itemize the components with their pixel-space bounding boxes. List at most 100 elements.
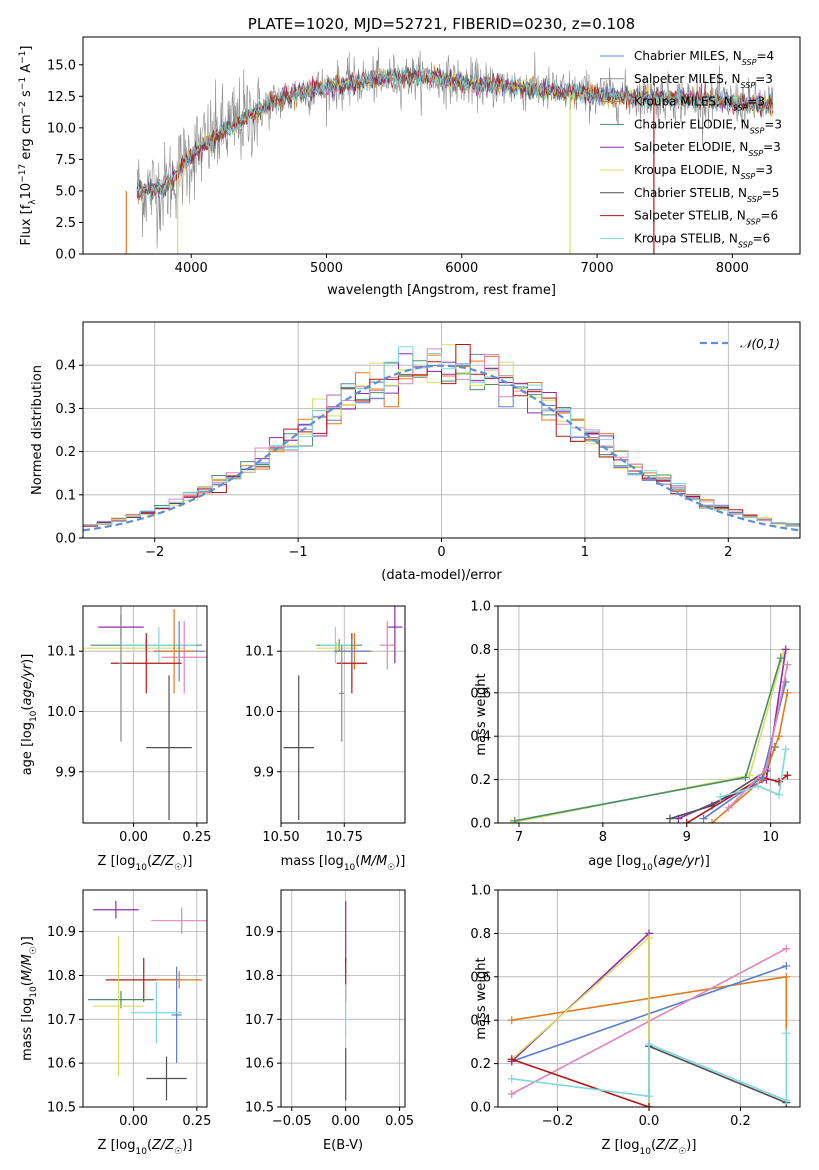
y-tick-label: 9.9 [55, 765, 76, 780]
x-tick-label: 5000 [310, 261, 343, 276]
x-tick-label: 0.00 [119, 1114, 148, 1129]
weight-line [720, 749, 787, 798]
x-tick-label: 0.05 [385, 1114, 414, 1129]
mass-vs-Z-frame [82, 889, 208, 1108]
y-tick-label: 0.3 [55, 402, 76, 417]
spectrum-ylabel-part: −17 [18, 164, 28, 183]
weight-marker [645, 1092, 653, 1101]
mass-vs-Z-xlabel-part: ☉ [174, 1147, 182, 1157]
spectrum-ylabel-part: s [19, 90, 34, 101]
weight-vs-age-xlabel-part: 10 [641, 863, 653, 873]
x-tick-label: 0.00 [119, 830, 148, 845]
age-vs-mass-xlabel-part: ( [355, 854, 360, 869]
weight-vs-Z-xlabel-part: 10 [639, 1147, 651, 1157]
x-tick-label: −2 [145, 545, 164, 560]
x-tick-label: 7000 [581, 261, 614, 276]
spectrum-frame [82, 36, 801, 255]
weight-vs-age-xlabel-part: ( [653, 854, 658, 869]
x-tick-label: 0.2 [730, 1114, 751, 1129]
y-tick-label: 0.0 [55, 532, 76, 547]
y-tick-label: 0.2 [55, 445, 76, 460]
legend-label: Chabrier MILES, NSSP=4 [634, 49, 774, 67]
mass-vs-Z-ylabel-part: )] [20, 936, 35, 946]
age-vs-Z-xlabel: Z [log10(Z/Z☉)] [98, 854, 193, 873]
spectrum-ylabel-part: erg cm [19, 114, 34, 163]
age-vs-Z-ylabel-part: 10 [29, 710, 39, 722]
age-vs-Z-xlabel-part: ☉ [174, 863, 182, 873]
y-tick-label: 10.7 [47, 1013, 76, 1028]
legend-label-name: Kroupa STELIB, N [634, 231, 738, 245]
x-tick-label: −0.05 [272, 1114, 312, 1129]
age-vs-Z-ylabel-part: ( [20, 706, 35, 711]
weight-vs-Z-ylabel: mass weight [474, 957, 489, 1039]
age-vs-Z-frame [82, 605, 208, 824]
legend-label-value: =3 [755, 163, 773, 177]
legend-label: Chabrier STELIB, NSSP=5 [634, 186, 779, 204]
x-tick-label: 0.0 [639, 1114, 660, 1129]
y-tick-label: 9.9 [253, 765, 274, 780]
legend-label-value: =3 [764, 117, 782, 131]
weight-vs-age-xlabel-part: age/yr [658, 854, 701, 869]
age-vs-Z-ylabel-part: )] [20, 654, 35, 664]
legend-label-sub: SSP [741, 172, 756, 181]
spectrum-panel: 4000 5000 6000 7000 8000 0.0 2.5 5.0 7.5 10.0 12.5… [18, 15, 801, 298]
weight-marker [782, 1096, 791, 1105]
y-tick-label: 0.0 [470, 817, 491, 832]
weight-marker [699, 814, 708, 823]
spectrum-ylabel-part: A [19, 64, 34, 77]
y-tick-label: 10.9 [245, 925, 274, 940]
y-tick-label: 2.5 [55, 216, 76, 231]
legend-label: Salpeter STELIB, NSSP=6 [634, 209, 778, 227]
age-vs-mass-plot-area [281, 606, 405, 823]
y-tick-label: 12.5 [47, 90, 76, 105]
age-vs-mass-xlabel-part: )] [395, 854, 405, 869]
x-tick-label: 8 [599, 830, 607, 845]
y-tick-label: 10.9 [47, 925, 76, 940]
y-tick-label: 0.6 [470, 686, 491, 701]
age-vs-mass-xlabel: mass [log10(M/M☉)] [281, 854, 406, 873]
spectrum-ylabel: Flux [fλ10−17 erg cm−2 s−1 A−1] [18, 46, 38, 246]
mass-vs-Z-ylabel-part: M/M [20, 954, 35, 981]
weight-vs-Z-xlabel: Z [log10(Z/Z☉)] [602, 1138, 697, 1157]
weight-marker [779, 649, 788, 658]
x-tick-label: 10.75 [326, 830, 363, 845]
weight-marker [724, 803, 733, 812]
histogram-series [83, 346, 800, 538]
legend-label-name: Salpeter ELODIE, N [634, 140, 748, 154]
mass-vs-Z-ylabel-part: mass [log [20, 998, 35, 1061]
age-vs-Z-xlabel-part: Z/Z [151, 854, 175, 869]
y-tick-label: 10.0 [47, 705, 76, 720]
mass-vs-Z-ylabel-part: ☉ [29, 946, 39, 954]
spectrum-plot-area [125, 47, 774, 254]
y-tick-label: 0.2 [470, 773, 491, 788]
weight-marker [745, 771, 754, 780]
weight-line [648, 1045, 787, 1104]
spectrum-ylabel-part: −2 [18, 101, 28, 114]
spectrum-title: PLATE=1020, MJD=52721, FIBERID=0230, z=0… [248, 15, 635, 33]
legend-label-sub: SSP [741, 80, 756, 89]
weight-line [511, 1058, 650, 1107]
legend-label-sub: SSP [748, 149, 763, 158]
spectrum-xlabel: wavelength [Angstrom, rest frame] [327, 283, 556, 298]
mass-vs-Z-plot-area [83, 890, 207, 1107]
y-tick-label: 0.4 [470, 1014, 491, 1029]
weight-line [711, 692, 789, 823]
weight-vs-Z-xlabel-part: ☉ [678, 1147, 686, 1157]
x-tick-label: 7 [515, 830, 523, 845]
legend-label: Salpeter MILES, NSSP=3 [634, 72, 773, 90]
weight-marker [783, 771, 792, 780]
x-tick-label: 10 [762, 830, 779, 845]
age-vs-Z-xlabel-part: )] [182, 854, 192, 869]
y-tick-label: 10.1 [245, 645, 274, 660]
weight-marker [645, 1103, 653, 1107]
weight-marker [682, 819, 691, 823]
weight-vs-age-xlabel-part: age [log [588, 854, 641, 869]
legend-label-name: Chabrier ELODIE, N [634, 117, 750, 131]
legend-label-sub: SSP [742, 58, 757, 67]
age-vs-mass-panel: 10.50 10.75 9.9 10.0 10.1 mass [log10(M/M☉)] [245, 605, 406, 873]
x-tick-label: 10.50 [262, 830, 299, 845]
mass-vs-Z-xlabel-part: Z/Z [151, 1138, 175, 1153]
legend-label-sub: SSP [738, 240, 753, 249]
y-tick-label: 0.8 [470, 643, 491, 658]
